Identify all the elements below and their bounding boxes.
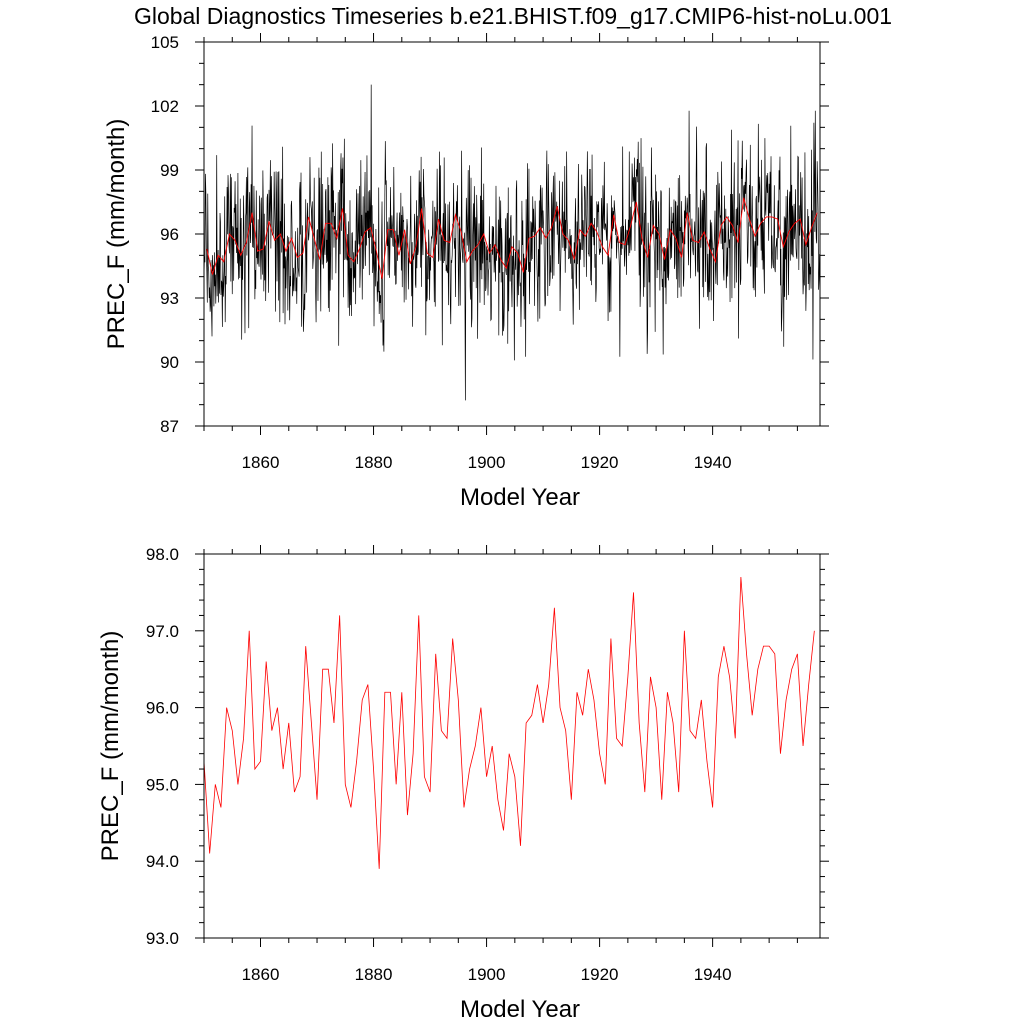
annual-mean-line [204, 577, 815, 869]
y-axis-label: PREC_F (mm/month) [97, 631, 124, 862]
y-tick-label: 102 [151, 97, 179, 116]
y-tick-label: 90 [160, 353, 179, 372]
x-axis-label: Model Year [460, 996, 580, 1023]
x-axis-label: Model Year [460, 484, 580, 511]
series-group [204, 577, 815, 869]
y-tick-label: 93 [160, 289, 179, 308]
x-tick-label: 1860 [242, 453, 280, 472]
x-tick-label: 1940 [694, 453, 732, 472]
y-tick-label: 87 [160, 417, 179, 436]
y-tick-label: 96.0 [146, 699, 179, 718]
x-tick-label: 1860 [242, 965, 280, 984]
axes-group: 1860 1880 1900 1920 1940 87 90 93 96 99 102 105 Mode… [103, 33, 829, 511]
x-tick-label: 1880 [355, 453, 393, 472]
x-tick-label: 1920 [581, 965, 619, 984]
y-tick-label: 97.0 [146, 622, 179, 641]
y-tick-label: 96 [160, 225, 179, 244]
y-tick-label: 93.0 [146, 929, 179, 948]
monthly-series-line [204, 84, 820, 401]
y-axis-label: PREC_F (mm/month) [103, 119, 130, 350]
series-group [204, 84, 820, 401]
plot-frame [203, 41, 821, 427]
figure-title: Global Diagnostics Timeseries b.e21.BHIS… [134, 3, 892, 29]
x-tick-label: 1940 [694, 965, 732, 984]
axes-group: 1860 1880 1900 1920 1940 93.0 94.0 95.0 96.0 97.0… [97, 545, 829, 1023]
y-tick-label: 95.0 [146, 775, 179, 794]
panel-monthly-and-annual: 1860 1880 1900 1920 1940 87 90 93 96 99 102 105 Mode… [103, 33, 829, 511]
y-tick-label: 105 [151, 33, 179, 52]
plot-area [204, 577, 815, 869]
y-tick-label: 94.0 [146, 852, 179, 871]
x-tick-label: 1900 [468, 965, 506, 984]
x-tick-label: 1920 [581, 453, 619, 472]
x-tick-label: 1880 [355, 965, 393, 984]
x-tick-label: 1900 [468, 453, 506, 472]
y-tick-label: 99 [160, 161, 179, 180]
plot-frame [203, 553, 821, 939]
annual-mean-line [206, 197, 818, 279]
y-tick-label: 98.0 [146, 545, 179, 564]
panel-annual-mean: 1860 1880 1900 1920 1940 93.0 94.0 95.0 96.0 97.0… [97, 545, 829, 1023]
plot-area [204, 84, 820, 401]
